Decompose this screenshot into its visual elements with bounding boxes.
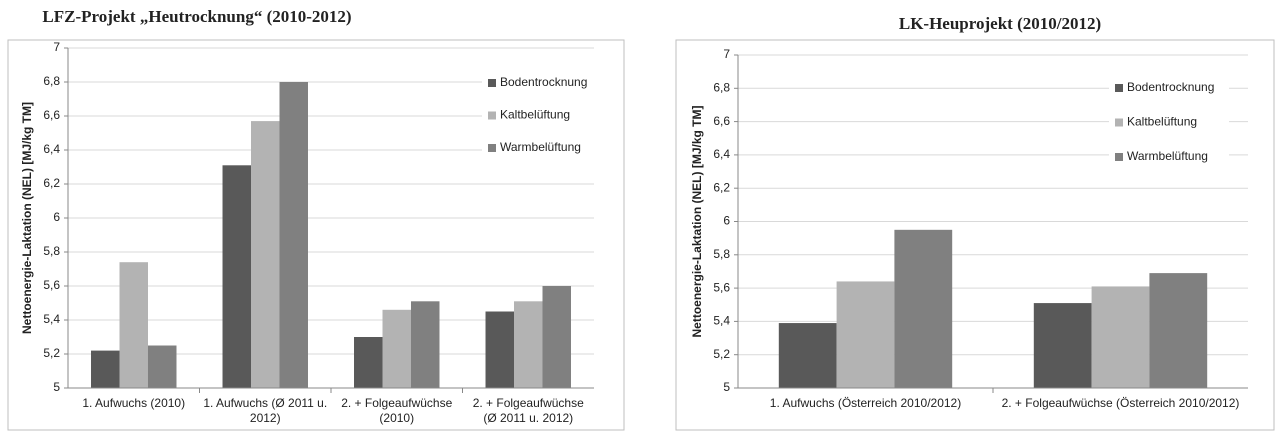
legend-swatch — [1115, 153, 1123, 161]
bar — [91, 350, 120, 388]
x-tick-label: 1. Aufwuchs (Österreich 2010/2012) — [769, 396, 962, 410]
bar — [1149, 273, 1208, 388]
y-tick-label: 6,8 — [43, 74, 60, 88]
bar — [119, 262, 148, 388]
y-tick-label: 6,8 — [713, 80, 730, 94]
bar — [894, 229, 953, 388]
bar — [147, 345, 177, 388]
legend-bg — [1109, 148, 1229, 166]
legend-bg — [482, 139, 602, 157]
legend-label: Warmbelüftung — [1127, 149, 1208, 163]
y-tick-label: 6,2 — [43, 176, 60, 190]
legend-bg — [1109, 113, 1229, 132]
legend-label: Kaltbelüftung — [500, 108, 570, 122]
x-tick-label: 2. + Folgeaufwüchse (2010) — [341, 396, 453, 425]
y-tick-label: 5 — [53, 380, 60, 394]
x-tick-label: 1. Aufwuchs (2010) — [82, 396, 186, 410]
bar — [778, 323, 837, 388]
y-tick-label: 5,2 — [713, 347, 730, 361]
legend-label: Kaltbelüftung — [1127, 115, 1197, 129]
bar — [542, 286, 571, 388]
legend-swatch — [488, 144, 496, 152]
y-axis-label: Nettoenergie-Laktation (NEL) [MJ/kg TM] — [20, 102, 34, 334]
legend-bg — [482, 74, 602, 92]
y-tick-label: 6,6 — [713, 114, 730, 128]
x-tick-label: 1. Aufwuchs (Ø 2011 u. 2012) — [203, 396, 328, 425]
y-tick-label: 6,4 — [713, 147, 730, 161]
bar — [485, 311, 515, 388]
bar — [410, 301, 440, 388]
y-tick-label: 5,6 — [713, 280, 730, 294]
y-tick-label: 7 — [53, 40, 60, 54]
legend-bg — [1109, 79, 1229, 97]
bar — [279, 82, 308, 388]
y-tick-label: 7 — [723, 47, 730, 61]
legend-label: Warmbelüftung — [500, 140, 581, 154]
chart-title: LFZ-Projekt „Heutrocknung“ (2010-2012) — [42, 7, 351, 26]
legend-swatch — [1115, 84, 1123, 92]
y-tick-label: 5,2 — [43, 346, 60, 360]
bar — [836, 281, 895, 388]
y-tick-label: 5 — [723, 380, 730, 394]
y-tick-label: 5,4 — [713, 314, 730, 328]
chart-frame — [7, 39, 625, 431]
bar — [382, 309, 411, 388]
bar — [222, 165, 252, 388]
y-tick-label: 5,8 — [713, 247, 730, 261]
y-tick-label: 5,4 — [43, 312, 60, 326]
legend-swatch — [1115, 118, 1123, 127]
y-tick-label: 5,6 — [43, 278, 60, 292]
bar — [514, 301, 543, 388]
legend-swatch — [488, 111, 496, 120]
x-tick-label: 2. + Folgeaufwüchse (Österreich 2010/201… — [1001, 396, 1240, 410]
bar — [354, 337, 383, 388]
x-tick-label: 2. + Folgeaufwüchse (Ø 2011 u. 2012) — [472, 396, 584, 425]
y-tick-label: 6,6 — [43, 108, 60, 122]
bar — [1033, 303, 1092, 388]
bar — [251, 121, 280, 388]
legend-label: Bodentrocknung — [500, 75, 587, 89]
chart-frame — [675, 39, 1275, 431]
y-tick-label: 6,4 — [43, 142, 60, 156]
y-tick-label: 6 — [53, 210, 60, 224]
y-tick-label: 5,8 — [43, 244, 60, 258]
legend-label: Bodentrocknung — [1127, 80, 1214, 94]
chart-title: LK-Heuprojekt (2010/2012) — [899, 14, 1101, 33]
y-tick-label: 6,2 — [713, 180, 730, 194]
y-tick-label: 6 — [723, 214, 730, 228]
legend-bg — [482, 106, 602, 125]
bar — [1091, 286, 1150, 388]
legend-swatch — [488, 79, 496, 87]
y-axis-label: Nettoenergie-Laktation (NEL) [MJ/kg TM] — [690, 105, 704, 337]
